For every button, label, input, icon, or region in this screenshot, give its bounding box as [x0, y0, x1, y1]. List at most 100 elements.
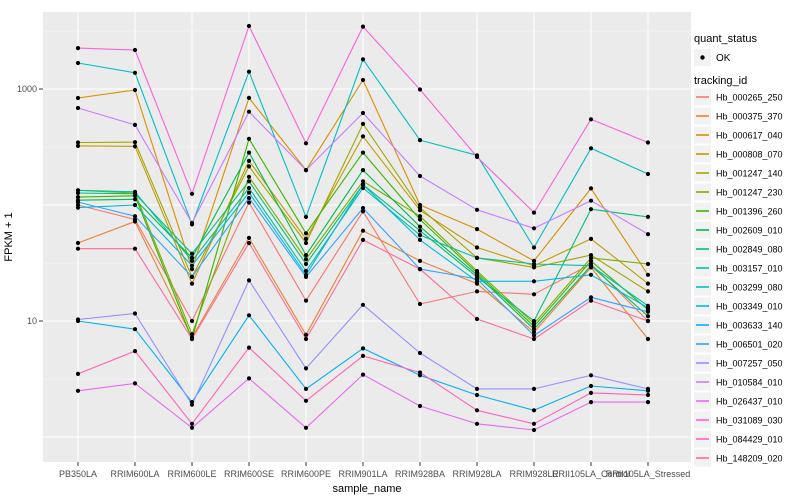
data-point: [303, 257, 309, 262]
data-point: [645, 232, 651, 237]
data-point: [303, 168, 309, 173]
data-point: [189, 263, 195, 268]
x-axis-title: sample_name: [332, 483, 401, 495]
legend-item-label: Hb_001247_140: [716, 168, 783, 178]
data-point: [75, 205, 81, 210]
data-point: [189, 267, 195, 272]
data-point: [474, 245, 480, 250]
data-point: [531, 336, 537, 342]
data-point: [75, 388, 81, 393]
data-point: [474, 154, 480, 159]
data-point: [246, 345, 252, 350]
x-tick-label: RRII105LA_Stressed: [606, 469, 691, 479]
data-point: [645, 171, 651, 177]
data-point: [645, 289, 651, 294]
data-point: [360, 372, 366, 377]
data-point: [303, 298, 309, 303]
data-point: [645, 140, 651, 145]
data-point: [360, 302, 366, 307]
data-point: [246, 164, 252, 169]
data-point: [360, 77, 366, 83]
data-point: [189, 402, 195, 407]
legend-item-label: Hb_003633_140: [716, 320, 783, 330]
legend-tracking-id-title: tracking_id: [694, 75, 747, 87]
data-point: [132, 122, 138, 127]
x-tick-label: RRII105LA_Control: [552, 469, 630, 479]
x-tick-label: RRIM901LA: [338, 469, 387, 479]
data-point: [132, 70, 138, 75]
data-point: [75, 240, 81, 246]
data-point: [246, 69, 252, 74]
data-point: [360, 121, 366, 126]
data-point: [246, 313, 252, 318]
data-point: [246, 174, 252, 179]
data-point: [531, 427, 537, 433]
x-tick-label: RRIM600LE: [167, 469, 216, 479]
data-point: [645, 261, 651, 267]
data-point: [417, 370, 423, 375]
data-point: [531, 258, 537, 263]
data-point: [246, 200, 252, 205]
data-point: [474, 276, 480, 282]
data-point: [645, 272, 651, 277]
data-point: [303, 214, 309, 219]
data-point: [246, 195, 252, 201]
data-point: [417, 267, 423, 272]
y-tick-label: 10: [27, 316, 37, 326]
data-point: [417, 224, 423, 229]
data-point: [132, 219, 138, 224]
data-point: [303, 231, 309, 236]
data-point: [645, 281, 651, 286]
x-tick-label: RRIM600SE: [224, 469, 274, 479]
legend-item-label: Hb_001247_230: [716, 187, 783, 197]
data-point: [474, 289, 480, 294]
data-point: [474, 392, 480, 398]
data-point: [360, 134, 366, 139]
legend-item-label: Hb_006501_020: [716, 339, 783, 349]
data-point: [531, 421, 537, 426]
data-point: [417, 301, 423, 307]
data-point: [75, 140, 81, 145]
legend-item-label: Hb_007257_050: [716, 358, 783, 368]
legend-item-label: OK: [716, 53, 731, 64]
data-point: [303, 425, 309, 430]
data-point: [645, 400, 651, 405]
data-point: [531, 279, 537, 284]
data-point: [588, 117, 594, 122]
x-tick-label: RRIM600LA: [110, 469, 159, 479]
data-point: [246, 235, 252, 240]
data-point: [132, 47, 138, 53]
data-point: [531, 318, 537, 324]
data-point: [132, 327, 138, 332]
data-point: [303, 386, 309, 391]
data-point: [417, 403, 423, 409]
legend-point-marker: [700, 55, 705, 60]
data-point: [417, 173, 423, 179]
data-point: [189, 220, 195, 226]
legend: OK Hb_000265_250 Hb_000375_370 Hb_000617_04…: [694, 49, 783, 467]
data-point: [417, 237, 423, 242]
data-point: [588, 186, 594, 191]
data-point: [417, 233, 423, 238]
data-point: [588, 373, 594, 378]
data-point: [246, 158, 252, 163]
data-point: [303, 268, 309, 274]
data-point: [474, 255, 480, 260]
data-point: [417, 217, 423, 222]
x-tick-label: RRIM928LE: [509, 469, 558, 479]
y-axis-title: FPKM + 1: [3, 212, 15, 261]
panel-background: [43, 12, 691, 462]
legend-item-label: Hb_001396_260: [716, 206, 783, 216]
data-point: [132, 246, 138, 251]
data-point: [588, 390, 594, 395]
data-point: [360, 24, 366, 29]
data-point: [360, 110, 366, 116]
x-tick-label: RRIM928LA: [452, 469, 501, 479]
data-point: [189, 191, 195, 196]
data-point: [531, 327, 537, 332]
data-point: [75, 371, 81, 376]
data-point: [531, 333, 537, 338]
data-point: [531, 386, 537, 391]
data-point: [531, 408, 537, 413]
